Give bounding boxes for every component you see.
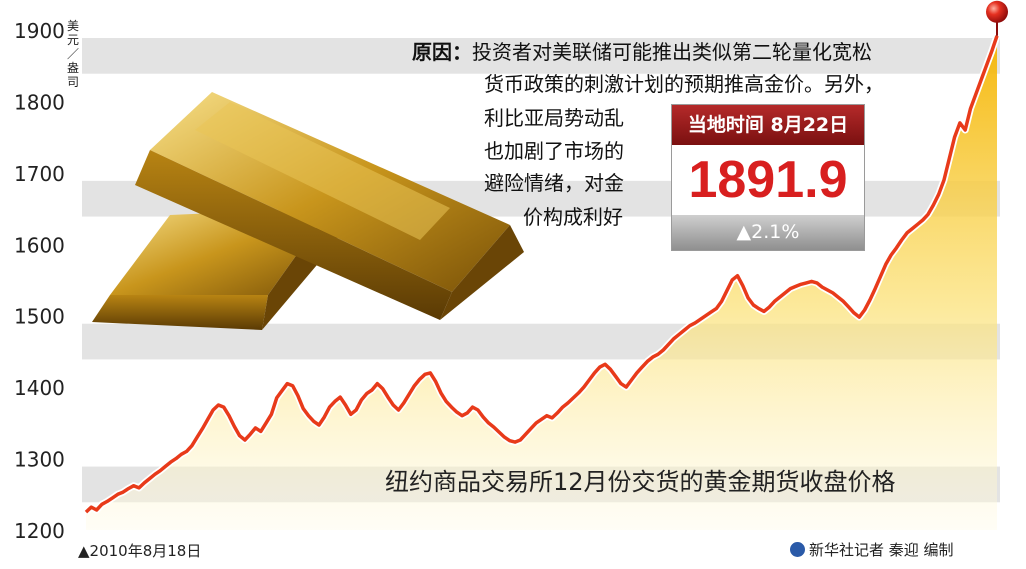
y-tick-label: 1800 — [14, 90, 65, 114]
y-tick-label: 1400 — [14, 376, 65, 400]
red-ball-marker-icon — [986, 0, 1008, 36]
price-line — [84, 35, 999, 514]
price-area — [86, 35, 997, 531]
grid-band — [82, 38, 1000, 74]
y-tick-label: 1200 — [14, 519, 65, 543]
callout-price: 1891.9 — [672, 145, 864, 215]
xinhua-logo-icon — [790, 542, 805, 557]
gold-bars-icon — [92, 92, 524, 330]
callout-date: 当地时间 8月22日 — [672, 105, 864, 145]
y-axis-unit: 美元／盎司 — [67, 19, 79, 89]
annotation-line-2: 货币政策的刺激计划的预期推高金价。另外， — [484, 72, 884, 96]
y-tick-label: 1500 — [14, 305, 65, 329]
y-tick-label: 1900 — [14, 19, 65, 43]
x-start-label: ▲2010年8月18日 — [78, 542, 202, 560]
annotation-line-6: 价构成利好 — [523, 205, 623, 229]
y-tick-label: 1600 — [14, 233, 65, 257]
annotation-line-3: 利比亚局势动乱 — [484, 106, 624, 130]
credit-line: 新华社记者 秦迎 编制 — [790, 539, 954, 560]
y-tick-label: 1300 — [14, 448, 65, 472]
y-axis: 1900 1800 1700 1600 1500 1400 1300 1200 — [14, 19, 65, 543]
credit-text: 新华社记者 秦迎 编制 — [809, 541, 954, 559]
annotation-label: 原因： — [412, 40, 472, 64]
chart-caption: 纽约商品交易所12月份交货的黄金期货收盘价格 — [385, 468, 896, 496]
annotation-line-1: 原因：投资者对美联储可能推出类似第二轮量化宽松 — [412, 40, 872, 64]
callout-change: ▲2.1% — [672, 215, 864, 250]
y-unit-label: 美元／盎司 — [67, 19, 79, 89]
annotation-line-5: 避险情绪，对金 — [484, 171, 624, 195]
y-tick-label: 1700 — [14, 162, 65, 186]
price-callout: 当地时间 8月22日 1891.9 ▲2.1% — [671, 104, 865, 251]
annotation-line-4: 也加剧了市场的 — [484, 139, 624, 163]
